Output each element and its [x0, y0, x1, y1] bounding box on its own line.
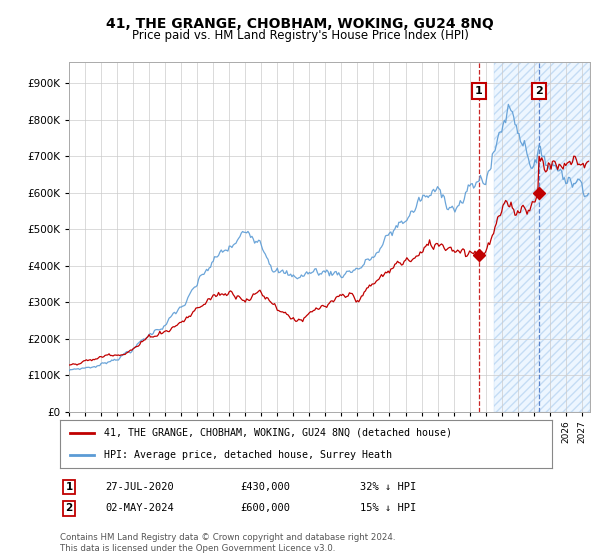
Text: 41, THE GRANGE, CHOBHAM, WOKING, GU24 8NQ (detached house): 41, THE GRANGE, CHOBHAM, WOKING, GU24 8N…: [104, 428, 452, 438]
Text: Price paid vs. HM Land Registry's House Price Index (HPI): Price paid vs. HM Land Registry's House …: [131, 29, 469, 42]
Text: 1: 1: [65, 482, 73, 492]
Text: 02-MAY-2024: 02-MAY-2024: [105, 503, 174, 514]
Text: 2: 2: [535, 86, 543, 96]
Text: £600,000: £600,000: [240, 503, 290, 514]
Text: 15% ↓ HPI: 15% ↓ HPI: [360, 503, 416, 514]
Text: 27-JUL-2020: 27-JUL-2020: [105, 482, 174, 492]
Text: 1: 1: [475, 86, 483, 96]
Text: 32% ↓ HPI: 32% ↓ HPI: [360, 482, 416, 492]
Text: 41, THE GRANGE, CHOBHAM, WOKING, GU24 8NQ: 41, THE GRANGE, CHOBHAM, WOKING, GU24 8N…: [106, 17, 494, 31]
Text: HPI: Average price, detached house, Surrey Heath: HPI: Average price, detached house, Surr…: [104, 450, 392, 460]
Text: Contains HM Land Registry data © Crown copyright and database right 2024.
This d: Contains HM Land Registry data © Crown c…: [60, 533, 395, 553]
Text: £430,000: £430,000: [240, 482, 290, 492]
Bar: [494, 62, 590, 412]
Text: 2: 2: [65, 503, 73, 514]
Bar: [494, 62, 590, 412]
